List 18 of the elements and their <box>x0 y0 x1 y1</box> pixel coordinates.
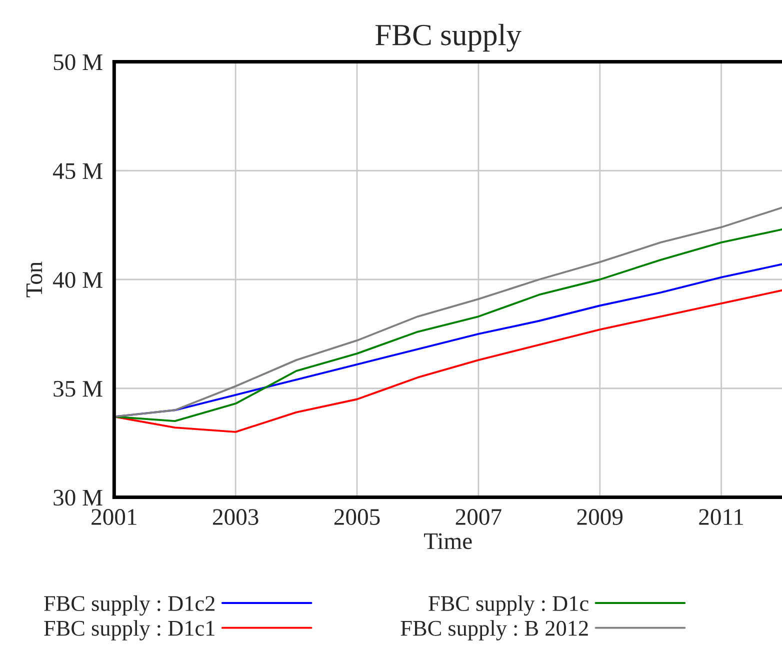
x-axis-title: Time <box>424 533 472 550</box>
x-tick-label: 2001 <box>92 509 136 525</box>
legend-label: FBC supply : D1c <box>428 595 588 616</box>
x-tick-label: 2011 <box>699 509 744 525</box>
x-tick-label: 2003 <box>213 509 258 525</box>
y-tick-label: 50 M <box>54 54 102 70</box>
legend-label: FBC supply : B 2012 <box>400 620 588 640</box>
x-tick-label: 2007 <box>456 509 502 525</box>
y-tick-label: 35 M <box>54 380 102 397</box>
x-tick-label: 2005 <box>334 509 380 525</box>
y-axis-title: Ton <box>26 262 42 298</box>
chart-title: FBC supply <box>376 24 522 52</box>
y-tick-label: 30 M <box>54 490 102 506</box>
legend-label: FBC supply : D1c1 <box>44 620 214 640</box>
legend-label: FBC supply : D1c2 <box>44 595 214 616</box>
x-tick-label: 2009 <box>577 509 623 525</box>
y-tick-label: 45 M <box>53 163 102 180</box>
y-tick-label: 40 M <box>53 272 102 288</box>
